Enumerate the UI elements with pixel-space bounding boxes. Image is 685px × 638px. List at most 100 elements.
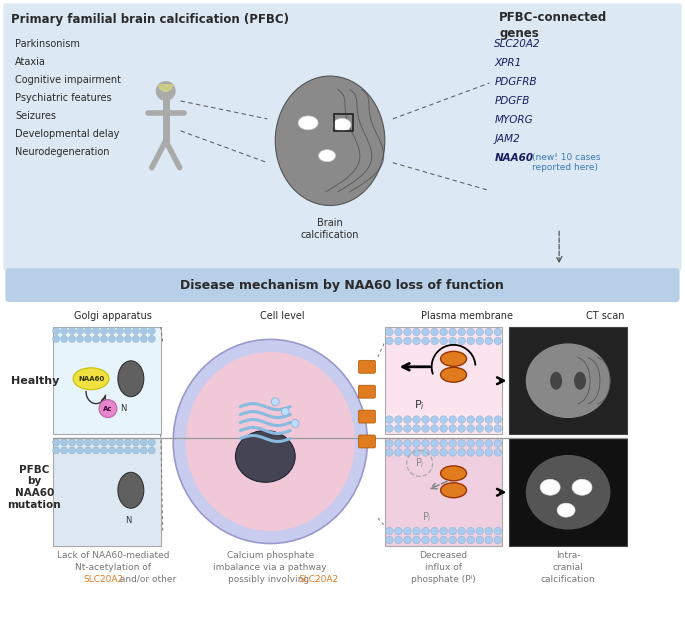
Text: Primary familial brain calcification (PFBC): Primary familial brain calcification (PF…: [12, 13, 289, 26]
Circle shape: [440, 416, 447, 424]
Text: PDGFB: PDGFB: [495, 96, 530, 106]
Ellipse shape: [557, 503, 575, 517]
Circle shape: [84, 327, 92, 334]
Circle shape: [132, 439, 139, 446]
Text: PDGFRB: PDGFRB: [495, 77, 537, 87]
Circle shape: [476, 527, 484, 535]
Circle shape: [412, 337, 421, 345]
Circle shape: [458, 440, 465, 447]
Circle shape: [68, 327, 75, 334]
Circle shape: [77, 336, 84, 343]
Text: Developmental delay: Developmental delay: [15, 129, 120, 139]
Circle shape: [132, 447, 139, 454]
Circle shape: [494, 449, 501, 456]
Circle shape: [440, 440, 447, 447]
Circle shape: [449, 440, 456, 447]
Circle shape: [99, 399, 117, 417]
Circle shape: [395, 440, 402, 447]
Circle shape: [84, 439, 92, 446]
Circle shape: [386, 527, 393, 535]
Ellipse shape: [298, 116, 318, 130]
Circle shape: [395, 449, 402, 456]
Ellipse shape: [319, 150, 336, 161]
Circle shape: [77, 447, 84, 454]
Text: PFBC-connected
genes: PFBC-connected genes: [499, 11, 608, 40]
Circle shape: [422, 416, 429, 424]
Circle shape: [458, 337, 465, 345]
Circle shape: [440, 337, 447, 345]
Circle shape: [422, 337, 429, 345]
Circle shape: [458, 328, 465, 336]
Circle shape: [467, 537, 475, 544]
Circle shape: [101, 336, 108, 343]
Circle shape: [403, 337, 411, 345]
Circle shape: [476, 425, 484, 433]
Bar: [385, 327, 502, 434]
Circle shape: [476, 440, 484, 447]
Circle shape: [395, 425, 402, 433]
Circle shape: [494, 527, 501, 535]
Circle shape: [53, 327, 60, 334]
Circle shape: [53, 336, 60, 343]
Text: SLC20A2: SLC20A2: [495, 39, 541, 49]
Circle shape: [395, 328, 402, 336]
Circle shape: [440, 527, 447, 535]
Text: Decreased
influx of
phosphate (Pᴵ): Decreased influx of phosphate (Pᴵ): [411, 551, 476, 584]
Bar: [510, 327, 627, 434]
Text: Cognitive impairment: Cognitive impairment: [15, 75, 121, 85]
Circle shape: [403, 537, 411, 544]
FancyBboxPatch shape: [358, 385, 375, 398]
Text: Intra-
cranial
calcification: Intra- cranial calcification: [540, 551, 595, 584]
Ellipse shape: [275, 76, 385, 205]
Circle shape: [431, 337, 438, 345]
Circle shape: [125, 336, 132, 343]
Bar: [385, 438, 502, 546]
Circle shape: [125, 447, 132, 454]
Circle shape: [108, 439, 116, 446]
Text: (new! 10 cases
reported here): (new! 10 cases reported here): [532, 152, 601, 172]
Circle shape: [412, 537, 421, 544]
Circle shape: [485, 328, 493, 336]
Text: SLC20A2: SLC20A2: [83, 575, 123, 584]
Circle shape: [271, 397, 279, 406]
Circle shape: [485, 425, 493, 433]
Circle shape: [422, 449, 429, 456]
Text: XPR1: XPR1: [495, 58, 522, 68]
Circle shape: [449, 527, 456, 535]
Text: Cell level: Cell level: [260, 311, 305, 321]
Circle shape: [403, 425, 411, 433]
Ellipse shape: [186, 352, 355, 531]
Circle shape: [395, 537, 402, 544]
Circle shape: [431, 537, 438, 544]
Text: Lack of NAA60-mediated: Lack of NAA60-mediated: [57, 551, 169, 560]
Text: P$_i$: P$_i$: [422, 510, 432, 524]
Circle shape: [148, 447, 155, 454]
Circle shape: [458, 537, 465, 544]
Circle shape: [403, 328, 411, 336]
Circle shape: [467, 416, 475, 424]
Circle shape: [84, 447, 92, 454]
Circle shape: [422, 328, 429, 336]
Circle shape: [431, 328, 438, 336]
Circle shape: [449, 537, 456, 544]
Text: MYORG: MYORG: [495, 115, 533, 125]
Circle shape: [431, 416, 438, 424]
Circle shape: [458, 416, 465, 424]
Text: Neurodegeneration: Neurodegeneration: [15, 147, 110, 157]
Circle shape: [155, 81, 175, 101]
Circle shape: [494, 337, 501, 345]
Ellipse shape: [73, 367, 109, 390]
Circle shape: [148, 439, 155, 446]
Circle shape: [61, 447, 68, 454]
Circle shape: [386, 425, 393, 433]
Circle shape: [422, 537, 429, 544]
Circle shape: [101, 327, 108, 334]
Circle shape: [458, 425, 465, 433]
Circle shape: [431, 449, 438, 456]
Circle shape: [494, 328, 501, 336]
Text: Healthy: Healthy: [12, 376, 60, 386]
Circle shape: [53, 439, 60, 446]
Circle shape: [108, 447, 116, 454]
Circle shape: [68, 447, 75, 454]
Circle shape: [422, 425, 429, 433]
